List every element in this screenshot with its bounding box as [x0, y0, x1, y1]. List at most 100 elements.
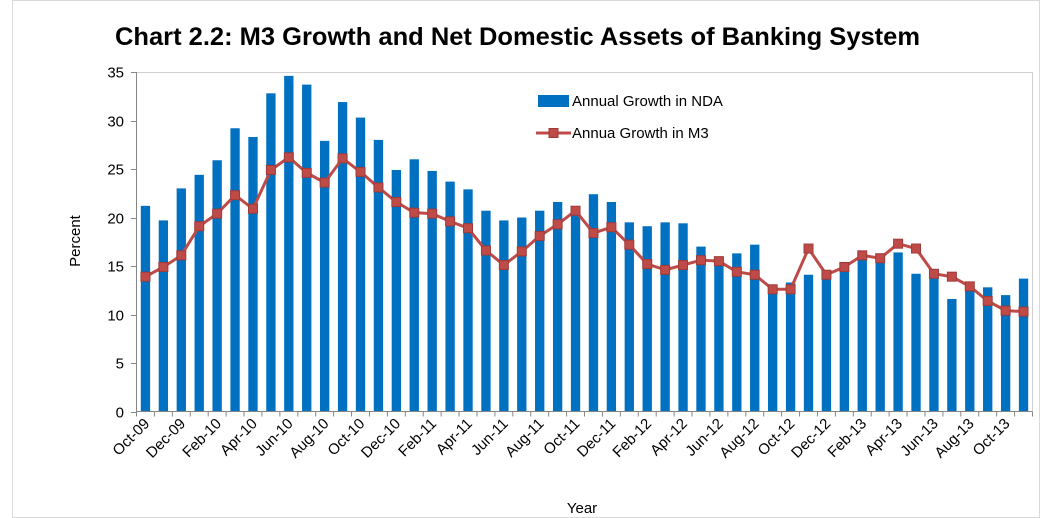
- m3-marker: [588, 228, 599, 239]
- m3-marker: [767, 284, 778, 295]
- m3-marker: [642, 259, 653, 270]
- m3-marker: [445, 216, 456, 227]
- nda-bar: [1000, 295, 1011, 412]
- nda-bar: [875, 261, 885, 412]
- m3-marker: [427, 208, 438, 219]
- nda-bar: [1018, 278, 1029, 412]
- m3-marker: [391, 196, 402, 207]
- m3-marker: [678, 260, 689, 271]
- y-tick-label: 5: [116, 356, 124, 373]
- nda-bar: [714, 259, 724, 412]
- nda-bar: [373, 139, 384, 412]
- m3-series: [140, 152, 1029, 317]
- nda-bar: [911, 273, 921, 412]
- nda-bar: [588, 194, 599, 412]
- y-tick-label: 10: [107, 308, 124, 325]
- nda-bar: [965, 287, 975, 412]
- nda-bar: [517, 217, 527, 412]
- m3-marker: [1000, 305, 1011, 316]
- nda-bar: [230, 128, 240, 412]
- m3-marker: [803, 243, 814, 254]
- y-axis-label: Percent: [67, 214, 84, 267]
- nda-bar: [552, 201, 563, 412]
- nda-bar: [266, 93, 276, 412]
- m3-marker: [247, 203, 258, 214]
- nda-bar: [320, 140, 330, 412]
- nda-bar: [570, 211, 581, 412]
- nda-bar: [732, 253, 742, 412]
- x-axis-label: Year: [567, 500, 597, 517]
- nda-bar: [947, 298, 957, 412]
- nda-bar: [355, 117, 366, 412]
- nda-bar: [678, 223, 688, 412]
- nda-bar: [212, 160, 222, 412]
- m3-marker: [230, 190, 241, 201]
- m3-marker: [713, 256, 724, 267]
- m3-marker: [337, 153, 348, 164]
- nda-bar: [391, 169, 401, 412]
- nda-bar: [302, 84, 312, 412]
- m3-marker: [498, 260, 509, 271]
- nda-bar: [463, 189, 473, 412]
- m3-marker: [660, 264, 671, 275]
- nda-bar: [624, 222, 634, 412]
- m3-marker: [731, 266, 742, 277]
- legend-label-nda: Annual Growth in NDA: [572, 93, 723, 110]
- m3-marker: [194, 221, 205, 232]
- y-tick-label: 0: [116, 405, 124, 422]
- nda-bars: [140, 75, 1029, 412]
- y-tick-label: 15: [107, 259, 124, 276]
- y-tick-label: 35: [107, 65, 124, 82]
- m3-marker: [355, 166, 366, 177]
- m3-marker: [624, 239, 635, 250]
- nda-bar: [176, 188, 186, 412]
- m3-marker: [373, 182, 384, 193]
- nda-bar: [409, 159, 419, 412]
- nda-bar: [803, 274, 814, 412]
- m3-marker: [785, 284, 796, 295]
- x-tick-marks: [136, 411, 1033, 417]
- m3-marker: [319, 177, 330, 188]
- nda-bar: [499, 220, 509, 412]
- nda-bar: [606, 201, 617, 412]
- m3-marker: [857, 250, 868, 261]
- m3-marker: [265, 164, 276, 175]
- m3-marker: [516, 246, 527, 257]
- nda-bar: [785, 282, 796, 412]
- nda-bar: [768, 292, 778, 412]
- nda-bar: [821, 270, 832, 412]
- m3-marker: [409, 207, 420, 218]
- nda-bar: [750, 244, 760, 412]
- nda-bar: [481, 210, 491, 412]
- m3-marker: [821, 269, 832, 280]
- m3-marker: [480, 245, 491, 256]
- legend: Annual Growth in NDA Annua Growth in M3: [536, 93, 723, 142]
- m3-marker: [982, 295, 993, 306]
- m3-marker: [534, 230, 545, 241]
- nda-bar: [696, 246, 706, 412]
- nda-bar: [535, 210, 545, 412]
- nda-bar: [337, 102, 348, 412]
- m3-marker: [463, 223, 474, 234]
- nda-bar: [893, 252, 903, 412]
- nda-bar: [158, 220, 169, 412]
- nda-bar: [660, 222, 670, 412]
- nda-bar: [929, 269, 939, 412]
- nda-bar: [642, 226, 652, 412]
- legend-swatch-nda: [538, 95, 569, 107]
- m3-marker: [283, 152, 294, 163]
- m3-marker: [606, 222, 617, 233]
- nda-bar: [983, 287, 993, 412]
- y-tick-label: 20: [107, 211, 124, 228]
- m3-marker: [158, 261, 169, 272]
- m3-marker: [946, 271, 957, 282]
- m3-marker: [749, 269, 760, 280]
- nda-bar: [839, 263, 849, 412]
- m3-marker: [964, 281, 975, 292]
- nda-bar: [248, 136, 258, 412]
- legend-label-m3: Annua Growth in M3: [572, 125, 709, 142]
- y-tick-label: 30: [107, 114, 124, 131]
- m3-marker: [839, 261, 850, 272]
